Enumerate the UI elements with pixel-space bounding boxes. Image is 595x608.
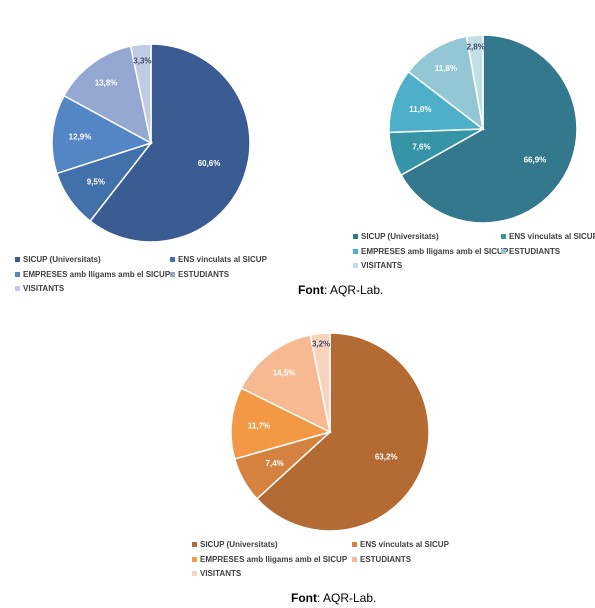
pie-data-label-2: 9,5% (87, 178, 105, 187)
source-text: : AQR-Lab. (324, 283, 384, 297)
legend-swatch (170, 271, 175, 277)
pie-data-label-2: 7,6% (412, 142, 430, 151)
legend-label: ESTUDIANTS (178, 269, 230, 279)
legend-label: SICUP (Universitats) (23, 255, 101, 264)
legend-swatch (353, 248, 358, 254)
pie-slice-1 (89, 43, 251, 243)
legend-item: ENS vinculats al SICUP (170, 255, 267, 264)
legend-item: EMPRESES amb lligams amb el SICUP (353, 247, 508, 256)
pie-slice-3 (388, 70, 486, 134)
source-label: Font (298, 283, 324, 297)
legend-item: SICUP (Universitats) (192, 540, 278, 549)
legend-item: ESTUDIANTS (170, 270, 229, 279)
legend-swatch (192, 571, 197, 576)
legend-swatch (352, 556, 357, 562)
legend-label: SICUP (Universitats) (361, 232, 439, 241)
pie-slice-5 (129, 43, 152, 144)
legend-swatch (170, 257, 175, 262)
legend-swatch (353, 234, 358, 239)
pie-slice-3 (51, 94, 153, 175)
source-note-1: Font: AQR-Lab. (298, 283, 383, 297)
pie-slice-1 (400, 34, 578, 224)
legend-label: VISITANTS (200, 569, 242, 578)
legend-swatch (501, 248, 506, 254)
pie-data-label-5: 3,3% (133, 56, 151, 65)
legend-label: ENS vinculats al SICUP (509, 232, 595, 241)
pie-data-label-1: 66,9% (524, 155, 547, 164)
legend-item: ESTUDIANTS (352, 555, 411, 564)
pie-slice-4 (240, 334, 332, 434)
legend-swatch (192, 542, 197, 547)
source-label: Font (291, 591, 317, 605)
pie-chart-3: 63,2% 7,4% 11,7% 14,5% 3,2% (230, 332, 430, 532)
pie-slice-1 (255, 332, 430, 532)
legend-item: VISITANTS (15, 284, 64, 293)
pie-chart-1: 60,6% 9,5% 12,9% 13,8% 3,3% (51, 43, 251, 243)
legend-label: ENS vinculats al SICUP (360, 540, 449, 549)
legend-item: SICUP (Universitats) (15, 255, 101, 264)
legend-label: EMPRESES amb lligams amb el SICUP (23, 269, 171, 279)
legend-swatch (15, 286, 20, 291)
legend-label: EMPRESES amb lligams amb el SICUP (200, 554, 348, 564)
legend-item: ENS vinculats al SICUP (352, 540, 449, 549)
pie-data-label-3: 12,9% (69, 132, 92, 141)
pie-data-label-5: 3,2% (312, 339, 330, 348)
pie-data-label-3: 11,7% (248, 422, 270, 431)
pie-slice-4 (62, 45, 153, 145)
pie-data-label-4: 14,5% (273, 368, 296, 377)
legend-label: SICUP (Universitats) (200, 540, 278, 549)
legend-label: ESTUDIANTS (360, 554, 412, 564)
pie-slice-3 (230, 387, 333, 460)
pie-data-label-1: 60,6% (198, 159, 221, 168)
source-text: : AQR-Lab. (317, 591, 377, 605)
legend-label: VISITANTS (361, 261, 403, 270)
legend-swatch (352, 542, 357, 547)
legend-label: ESTUDIANTS (509, 246, 561, 256)
pie-slice-4 (407, 35, 485, 131)
pie-data-label-4: 11,8% (435, 64, 457, 73)
legend-swatch (501, 234, 506, 239)
pie-slice-5 (309, 332, 331, 433)
legend-item: SICUP (Universitats) (353, 232, 439, 241)
legend-item: VISITANTS (353, 261, 402, 270)
legend-label: VISITANTS (23, 284, 65, 293)
pie-data-label-5: 2,8% (467, 43, 485, 52)
legend-item: EMPRESES amb lligams amb el SICUP (15, 270, 170, 279)
legend-label: ENS vinculats al SICUP (178, 255, 267, 264)
legend-swatch (192, 556, 197, 562)
pie-data-label-4: 13,8% (95, 79, 118, 88)
legend-item: ESTUDIANTS (501, 247, 560, 256)
pie-slice-5 (465, 34, 484, 130)
legend-item: VISITANTS (192, 569, 241, 578)
pie-data-label-2: 7,4% (266, 459, 284, 468)
legend-item: EMPRESES amb lligams amb el SICUP (192, 555, 347, 564)
legend-swatch (15, 271, 20, 277)
pie-data-label-1: 63,2% (375, 453, 398, 462)
pie-data-label-3: 11,0% (409, 105, 431, 114)
legend-swatch (353, 263, 358, 268)
legend-item: ENS vinculats al SICUP (501, 232, 595, 241)
legend-swatch (15, 257, 20, 262)
legend-label: EMPRESES amb lligams amb el SICUP (361, 246, 509, 256)
source-note-2: Font: AQR-Lab. (291, 591, 376, 605)
pie-chart-2: 66,9% 7,6% 11,0% 11,8% 2,8% (388, 34, 578, 224)
